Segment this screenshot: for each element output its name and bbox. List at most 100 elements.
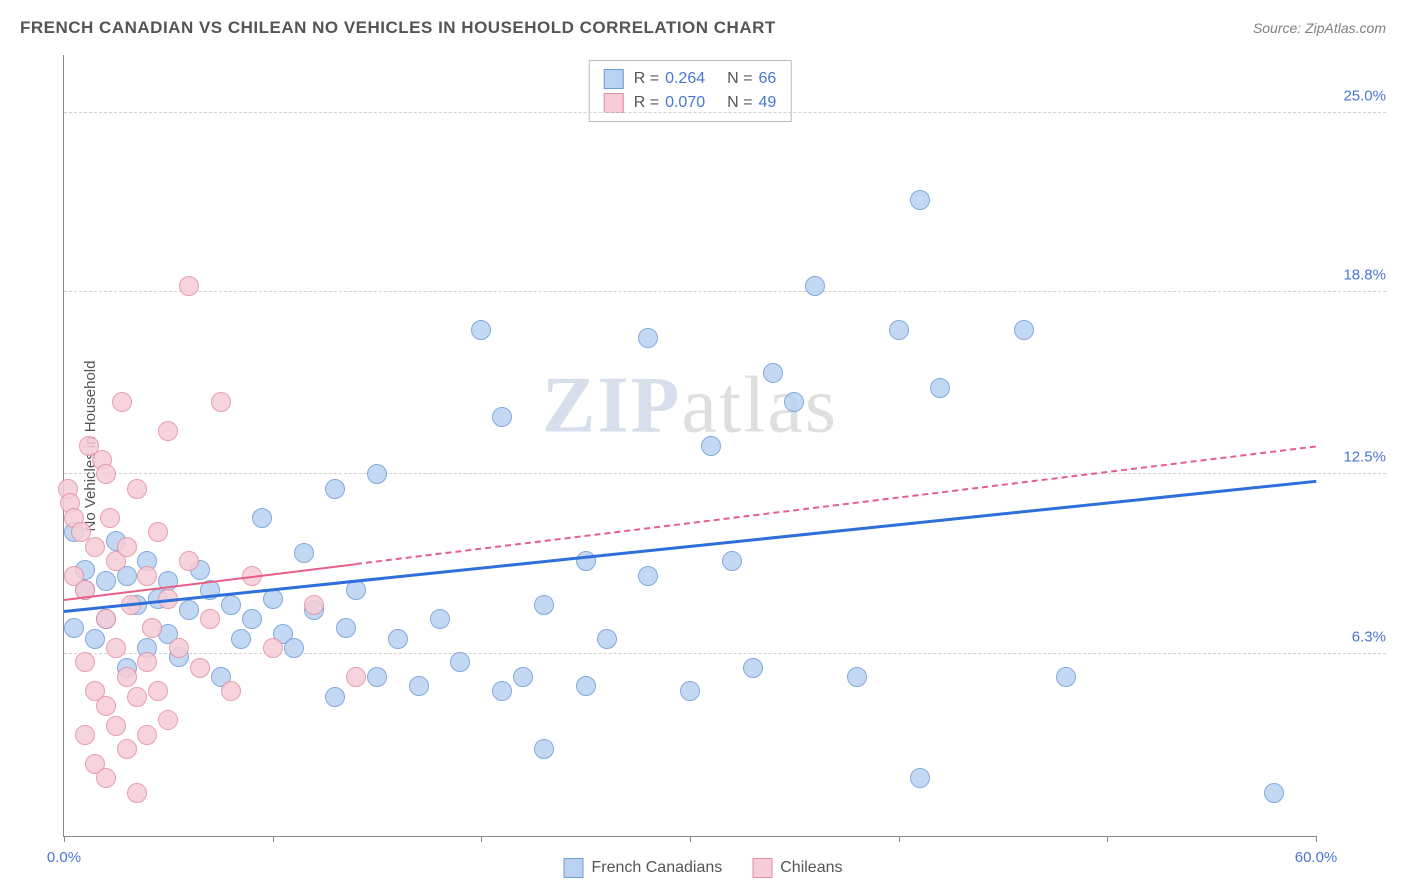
- scatter-point: [722, 551, 742, 571]
- gridline: [64, 291, 1386, 292]
- legend-label: French Canadians: [591, 859, 722, 877]
- scatter-point: [179, 276, 199, 296]
- scatter-point: [117, 667, 137, 687]
- x-tick: [1107, 836, 1108, 842]
- chart-container: ZIPatlas R =0.264N =66R =0.070N =49 6.3%…: [45, 55, 1391, 837]
- y-tick-label: 25.0%: [1326, 87, 1386, 104]
- scatter-point: [75, 652, 95, 672]
- trendline: [64, 480, 1316, 613]
- scatter-point: [221, 681, 241, 701]
- scatter-point: [1264, 783, 1284, 803]
- scatter-point: [576, 676, 596, 696]
- scatter-point: [1056, 667, 1076, 687]
- source-attribution: Source: ZipAtlas.com: [1253, 20, 1386, 36]
- scatter-point: [534, 595, 554, 615]
- gridline: [64, 112, 1386, 113]
- legend-label: Chileans: [780, 859, 842, 877]
- scatter-point: [284, 638, 304, 658]
- scatter-point: [64, 618, 84, 638]
- legend-swatch: [604, 93, 624, 113]
- r-stat: R =0.070: [634, 94, 705, 112]
- scatter-point: [169, 638, 189, 658]
- scatter-point: [142, 618, 162, 638]
- scatter-point: [471, 320, 491, 340]
- scatter-point: [148, 681, 168, 701]
- scatter-point: [409, 676, 429, 696]
- scatter-point: [117, 537, 137, 557]
- scatter-point: [231, 629, 251, 649]
- scatter-point: [930, 378, 950, 398]
- scatter-point: [158, 710, 178, 730]
- scatter-point: [252, 508, 272, 528]
- scatter-point: [304, 595, 324, 615]
- trendline: [356, 446, 1316, 566]
- scatter-point: [221, 595, 241, 615]
- scatter-point: [96, 571, 116, 591]
- scatter-point: [158, 421, 178, 441]
- scatter-point: [190, 658, 210, 678]
- scatter-point: [137, 725, 157, 745]
- scatter-point: [534, 739, 554, 759]
- scatter-point: [805, 276, 825, 296]
- x-tick: [899, 836, 900, 842]
- r-stat: R =0.264: [634, 70, 705, 88]
- bottom-legend: French Canadians Chileans: [563, 858, 842, 878]
- scatter-point: [492, 407, 512, 427]
- scatter-point: [75, 725, 95, 745]
- scatter-point: [513, 667, 533, 687]
- scatter-point: [492, 681, 512, 701]
- header: FRENCH CANADIAN VS CHILEAN NO VEHICLES I…: [20, 18, 1386, 38]
- scatter-point: [85, 629, 105, 649]
- scatter-point: [127, 687, 147, 707]
- scatter-point: [200, 609, 220, 629]
- scatter-point: [294, 543, 314, 563]
- scatter-point: [367, 667, 387, 687]
- scatter-point: [638, 566, 658, 586]
- y-tick-label: 6.3%: [1326, 628, 1386, 645]
- scatter-point: [112, 392, 132, 412]
- scatter-point: [211, 392, 231, 412]
- scatter-point: [263, 638, 283, 658]
- x-tick: [1316, 836, 1317, 842]
- scatter-point: [743, 658, 763, 678]
- legend-swatch: [604, 69, 624, 89]
- y-tick-label: 18.8%: [1326, 267, 1386, 284]
- scatter-point: [763, 363, 783, 383]
- gridline: [64, 473, 1386, 474]
- scatter-point: [388, 629, 408, 649]
- scatter-point: [701, 436, 721, 456]
- scatter-point: [137, 566, 157, 586]
- scatter-point: [242, 609, 262, 629]
- scatter-point: [106, 716, 126, 736]
- scatter-point: [96, 609, 116, 629]
- scatter-point: [597, 629, 617, 649]
- legend-swatch: [752, 858, 772, 878]
- x-tick-label: 60.0%: [1295, 849, 1338, 866]
- scatter-point: [137, 652, 157, 672]
- scatter-point: [325, 479, 345, 499]
- scatter-point: [847, 667, 867, 687]
- legend-item: French Canadians: [563, 858, 722, 878]
- scatter-point: [680, 681, 700, 701]
- scatter-point: [85, 537, 105, 557]
- y-tick-label: 12.5%: [1326, 449, 1386, 466]
- x-tick-label: 0.0%: [47, 849, 81, 866]
- gridline: [64, 653, 1386, 654]
- scatter-point: [96, 464, 116, 484]
- scatter-point: [179, 551, 199, 571]
- stats-row: R =0.264 N =66: [604, 67, 777, 91]
- scatter-point: [127, 479, 147, 499]
- scatter-point: [96, 696, 116, 716]
- scatter-point: [346, 667, 366, 687]
- scatter-point: [910, 190, 930, 210]
- scatter-point: [96, 768, 116, 788]
- x-tick: [690, 836, 691, 842]
- scatter-point: [148, 522, 168, 542]
- x-tick: [481, 836, 482, 842]
- n-stat: N =66: [727, 70, 776, 88]
- scatter-point: [450, 652, 470, 672]
- scatter-point: [179, 600, 199, 620]
- plot-area: ZIPatlas R =0.264N =66R =0.070N =49 6.3%…: [63, 55, 1316, 837]
- scatter-point: [117, 739, 137, 759]
- scatter-point: [367, 464, 387, 484]
